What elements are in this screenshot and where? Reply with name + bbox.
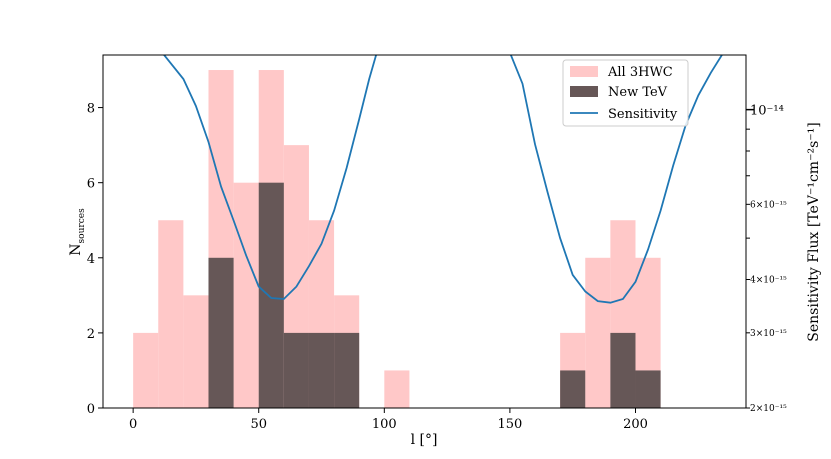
x-axis: 0 50 100 150 200 [129, 408, 648, 432]
bar-new-2 [283, 332, 309, 408]
y2-major-tick-label: 10⁻¹⁴ [750, 104, 784, 119]
x-tick-label: 100 [372, 417, 397, 432]
x-tick-label: 200 [623, 417, 648, 432]
bar-new-0 [208, 257, 234, 408]
y2-axis-title: Sensitivity Flux [TeV⁻¹cm⁻²s⁻¹] [806, 122, 822, 341]
bar-all-11 [585, 257, 611, 408]
bar-new-5 [560, 370, 586, 408]
bar-new-4 [334, 332, 360, 408]
y2-minor-tick-label: 4×10⁻¹⁵ [750, 275, 787, 285]
new-tev-bars [208, 182, 661, 408]
y-tick-label: 0 [87, 402, 95, 417]
bar-all-4 [233, 182, 259, 408]
bar-all-9 [384, 370, 410, 408]
legend-swatch-new [570, 86, 598, 97]
y-tick-label: 2 [87, 327, 95, 342]
y2-minor-tick-label: 6×10⁻¹⁵ [750, 200, 787, 210]
plot-frame [102, 54, 747, 409]
bar-all-2 [183, 295, 209, 408]
y2-minor-tick-label: 3×10⁻¹⁵ [750, 329, 787, 339]
x-tick-label: 0 [129, 417, 137, 432]
bar-all-1 [158, 220, 184, 408]
legend-label-sensitivity: Sensitivity [608, 107, 678, 122]
y-tick-label: 6 [87, 177, 95, 192]
y2-minor-tick-label: 2×10⁻¹⁵ [750, 404, 787, 414]
x-axis-title: l [°] [411, 432, 438, 448]
sensitivity-segment-0 [162, 55, 378, 300]
y-tick-label: 4 [87, 252, 95, 267]
bar-new-3 [308, 332, 335, 408]
bar-new-1 [258, 182, 284, 408]
bar-new-7 [635, 370, 661, 408]
x-tick-label: 50 [250, 417, 267, 432]
legend-label-all: All 3HWC [607, 65, 673, 80]
y2-axis: 10⁻¹⁴ 6×10⁻¹⁵ 4×10⁻¹⁵ 3×10⁻¹⁵ 2×10⁻¹⁵ [746, 104, 787, 414]
x-tick-label: 150 [497, 417, 522, 432]
bar-new-6 [610, 332, 636, 408]
legend-swatch-all [570, 66, 598, 77]
legend-label-new: New TeV [608, 85, 668, 100]
legend: All 3HWC New TeV Sensitivity [562, 59, 689, 127]
bar-all-0 [133, 332, 159, 408]
y-tick-label: 8 [87, 102, 95, 117]
y-axis-title: Nsources [68, 208, 87, 256]
y-axis: 0 2 4 6 8 [87, 102, 103, 417]
